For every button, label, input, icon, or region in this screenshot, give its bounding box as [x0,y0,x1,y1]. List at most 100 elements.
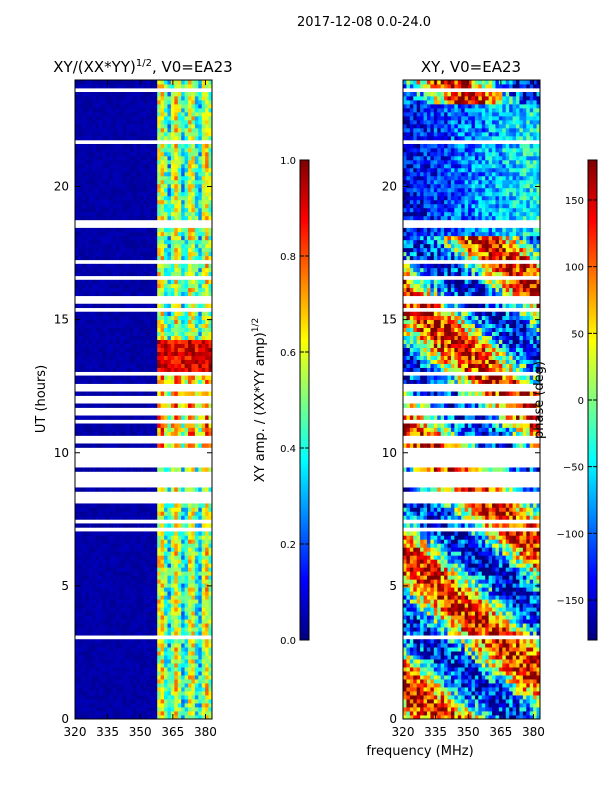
heat-cell [112,359,117,364]
heat-cell [85,287,90,293]
heat-cell [177,715,182,719]
heat-cell [95,415,100,420]
heat-cell [126,607,131,612]
heat-cell [143,111,148,117]
heat-cell [167,271,172,277]
heat-cell [119,423,124,428]
heat-cell [170,147,175,153]
heat-cell [75,119,79,125]
heat-cell [181,431,185,436]
heat-cell [136,199,141,205]
heat-cell [88,415,93,420]
heat-cell [174,671,179,676]
heat-cell [164,119,168,125]
heat-cell [184,699,189,704]
heat-cell [194,355,199,360]
heat-cell [201,575,206,580]
heat-cell [92,279,96,285]
heat-cell [205,667,209,672]
heat-cell [150,195,155,201]
heat-cell [98,247,103,253]
heat-cell [153,655,158,660]
heat-cell [146,119,151,125]
heat-cell [136,231,141,237]
heat-cell [98,95,103,101]
heat-cell [146,523,151,528]
heat-cell [146,247,151,253]
heat-cell [201,619,206,624]
heat-cell [153,623,158,628]
heat-cell [194,511,199,516]
heat-cell [75,115,79,121]
heat-cell [126,291,131,297]
heat-cell [170,583,175,588]
heat-cell [181,243,185,249]
heat-cell [167,467,172,472]
heat-cell [88,559,93,564]
heat-cell [157,111,162,117]
heat-cell [109,487,114,492]
heat-cell [170,619,175,624]
heat-cell [88,327,93,333]
heat-cell [146,351,151,356]
heat-cell [98,135,103,141]
heat-cell [164,671,168,676]
heat-cell [102,287,107,293]
heat-cell [85,571,90,576]
heat-cell [164,255,168,261]
heat-cell [116,279,120,285]
heat-cell [164,651,168,656]
heat-cell [167,199,172,205]
heat-cell [75,715,79,719]
heat-cell [105,151,110,157]
heat-cell [112,115,117,121]
heat-cell [194,431,199,436]
heat-cell [153,583,158,588]
heat-cell [160,651,165,656]
heat-cell [81,703,86,708]
heat-cell [201,587,206,592]
heat-cell [177,183,182,189]
heat-cell [126,567,131,572]
heat-cell [208,99,212,105]
heat-cell [146,195,151,201]
heat-cell [170,531,175,536]
heat-cell [157,703,162,708]
heat-cell [109,243,114,249]
heat-cell [208,287,212,293]
heat-cell [170,119,175,125]
heat-cell [194,151,199,157]
heat-cell [198,639,203,644]
heat-cell [85,319,90,325]
heat-cell [81,359,86,364]
heat-cell [146,347,151,352]
heat-cell [119,611,124,616]
heat-cell [92,663,96,668]
heat-cell [194,391,199,396]
heat-cell [85,375,90,380]
heat-cell [78,91,83,97]
heat-cell [102,583,107,588]
heat-cell [102,115,107,121]
heat-cell [177,243,182,249]
heat-cell [95,163,100,169]
heat-cell [164,331,168,336]
heat-cell [150,487,155,492]
heat-cell [208,103,212,109]
heat-cell [181,271,185,277]
heat-cell [208,119,212,125]
heat-cell [112,663,117,668]
heat-cell [208,151,212,157]
heat-cell [157,351,162,356]
heat-cell [98,287,103,293]
heat-cell [112,467,117,472]
heat-cell [184,651,189,656]
heat-cell [95,667,100,672]
heat-cell [92,355,96,360]
heat-cell [129,243,134,249]
heat-cell [92,239,96,245]
heat-cell [194,331,199,336]
heat-cell [208,643,212,648]
heat-cell [177,359,182,364]
heat-cell [136,207,141,213]
